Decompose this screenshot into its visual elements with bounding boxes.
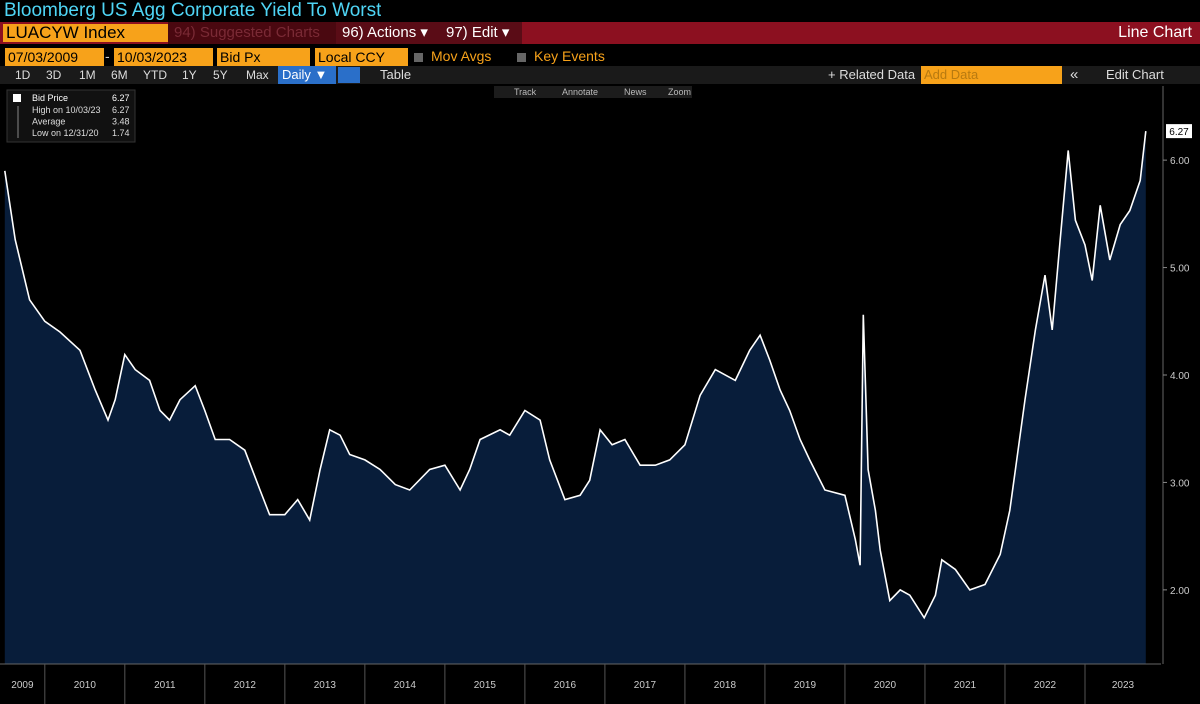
x-tick-label: 2014 xyxy=(394,680,417,691)
legend-stat-label: Low on 12/31/20 xyxy=(32,128,99,138)
legend-box xyxy=(6,89,136,143)
start-date[interactable]: 07/03/2009 xyxy=(5,48,104,66)
y-tick-label: 5.00 xyxy=(1170,264,1190,275)
chart: 6.27 2.00 3.00 4.00 5.00 6.00 2009 2010 2011 2012… xyxy=(0,86,1200,704)
period-button[interactable]: 1D xyxy=(15,68,31,82)
legend-stat-label: Average xyxy=(32,117,65,127)
tools-bar xyxy=(494,86,692,98)
period-button[interactable]: 1Y xyxy=(182,68,197,82)
x-tick-label: 2023 xyxy=(1112,680,1135,691)
legend-name: Bid Price xyxy=(32,93,68,103)
legend-stat-label: High on 10/03/23 xyxy=(32,105,101,115)
y-tick-label: 6.00 xyxy=(1170,156,1190,167)
period-button[interactable]: Max xyxy=(246,68,269,82)
period-button[interactable]: 5Y xyxy=(213,68,228,82)
menu-button[interactable]: 97) Edit ▾ xyxy=(440,22,522,44)
x-tick-label: 2016 xyxy=(554,680,577,691)
x-tick-label: 2019 xyxy=(794,680,817,691)
tool-button[interactable]: Track xyxy=(514,87,537,97)
x-tick-label: 2009 xyxy=(11,680,34,691)
period-button[interactable]: 3D xyxy=(46,68,62,82)
x-tick-label: 2012 xyxy=(234,680,257,691)
checkbox[interactable] xyxy=(414,53,423,62)
x-tick-label: 2017 xyxy=(634,680,657,691)
legend-stat-value: 6.27 xyxy=(112,105,130,115)
x-axis-band xyxy=(0,664,1200,704)
period-button[interactable]: 6M xyxy=(111,68,128,82)
related-data[interactable]: + Related Data xyxy=(828,67,916,82)
table-button[interactable]: Table xyxy=(380,67,412,82)
menu-button[interactable]: 96) Actions ▾ xyxy=(336,22,442,44)
currency-select[interactable]: Local CCY xyxy=(315,48,408,66)
title: Bloomberg US Agg Corporate Yield To Wors… xyxy=(4,0,382,21)
add-data[interactable]: Add Data xyxy=(921,66,1062,84)
settings-bar: 07/03/2009 - 10/03/2023 Bid Px Local CCY… xyxy=(0,46,1200,66)
collapse[interactable]: « xyxy=(1070,66,1079,83)
tool-button[interactable]: Zoom xyxy=(668,87,691,97)
y-tick-label: 3.00 xyxy=(1170,478,1190,489)
legend-stat-value: 1.74 xyxy=(112,128,130,138)
edit-chart[interactable]: Edit Chart xyxy=(1106,67,1164,82)
y-tick-label: 2.00 xyxy=(1170,586,1190,597)
x-tick-label: 2015 xyxy=(474,680,497,691)
option[interactable]: Mov Avgs xyxy=(431,48,492,64)
x-tick-label: 2011 xyxy=(154,680,176,691)
checkbox[interactable] xyxy=(517,53,526,62)
period-button[interactable]: 1M xyxy=(79,68,96,82)
x-tick-label: 2010 xyxy=(74,680,97,691)
tool-button[interactable]: News xyxy=(624,87,647,97)
legend-value: 6.27 xyxy=(112,93,130,103)
y-tick-label: 4.00 xyxy=(1170,371,1190,382)
x-tick-label: 2013 xyxy=(314,680,337,691)
menu-button[interactable]: 94) Suggested Charts xyxy=(168,22,338,44)
period-bar: 1D 3D 1M 6M YTD 1Y 5Y Max Daily ▼ Table + Relat… xyxy=(0,66,1200,84)
tool-button[interactable]: Annotate xyxy=(562,87,598,97)
field-select[interactable]: Bid Px xyxy=(217,48,310,66)
x-tick-label: 2020 xyxy=(874,680,897,691)
legend-swatch xyxy=(13,94,21,102)
date-separator: - xyxy=(105,48,110,64)
x-tick-label: 2018 xyxy=(714,680,737,691)
x-tick-label: 2022 xyxy=(1034,680,1057,691)
line-icon[interactable] xyxy=(338,67,360,83)
x-tick-label: 2021 xyxy=(954,680,977,691)
command-bar: LUACYW Index 94) Suggested Charts 96) Ac… xyxy=(0,22,1200,44)
period-button[interactable]: YTD xyxy=(143,68,167,82)
last-value-box xyxy=(1166,124,1192,139)
frequency[interactable]: Daily ▼ xyxy=(278,66,336,84)
security-field[interactable]: LUACYW Index xyxy=(3,24,168,42)
last-value-label: 6.27 xyxy=(1169,127,1189,138)
end-date[interactable]: 10/03/2023 xyxy=(114,48,213,66)
chart-type: Line Chart xyxy=(1118,24,1192,41)
legend-stat-value: 3.48 xyxy=(112,117,130,127)
option[interactable]: Key Events xyxy=(534,48,605,64)
line xyxy=(4,131,1147,620)
